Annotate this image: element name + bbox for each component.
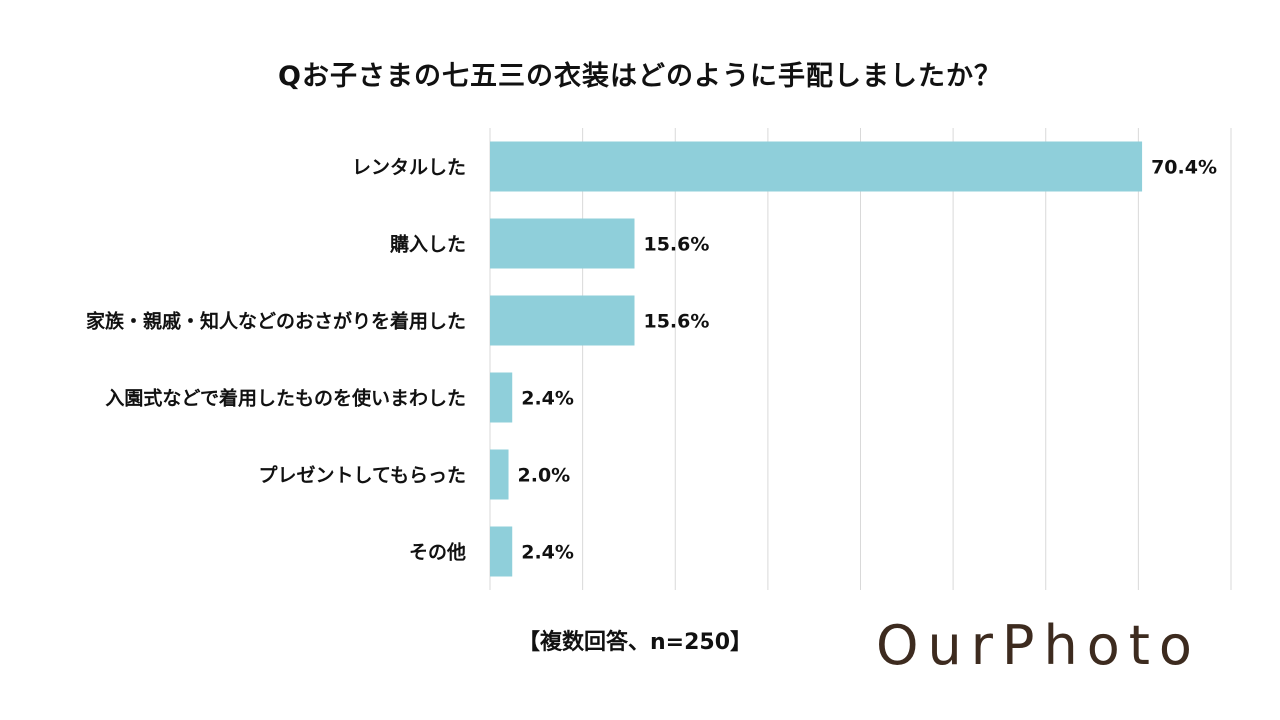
category-label: 購入した <box>390 233 466 256</box>
bar <box>490 218 635 269</box>
gridlines <box>489 128 1232 590</box>
value-label: 70.4% <box>1151 157 1217 179</box>
category-label: 入園式などで着用したものを使いまわした <box>105 387 466 410</box>
category-label: レンタルした <box>352 157 466 179</box>
bar <box>490 295 635 346</box>
category-label: その他 <box>409 541 466 564</box>
bar <box>490 526 513 577</box>
category-label: プレゼントしてもらった <box>259 464 466 487</box>
value-label: 15.6% <box>643 311 709 333</box>
bar <box>490 372 513 423</box>
value-label: 2.4% <box>521 388 574 410</box>
labels: レンタルした 70.4% 購入した 15.6% 家族・親戚・知人などのおさがりを着用した… <box>86 157 1217 564</box>
bars <box>490 141 1143 577</box>
chart-title: Qお子さまの七五三の衣装はどのように手配しましたか？ <box>278 61 1002 92</box>
sample-footnote: 【複数回答、n=250】 <box>518 630 753 655</box>
bar <box>490 449 509 500</box>
bar <box>490 141 1143 192</box>
value-label: 15.6% <box>643 234 709 256</box>
value-label: 2.0% <box>518 465 571 487</box>
value-label: 2.4% <box>521 542 574 564</box>
ourphoto-logo: OurPhoto <box>876 614 1201 677</box>
category-label: 家族・親戚・知人などのおさがりを着用した <box>86 310 466 333</box>
